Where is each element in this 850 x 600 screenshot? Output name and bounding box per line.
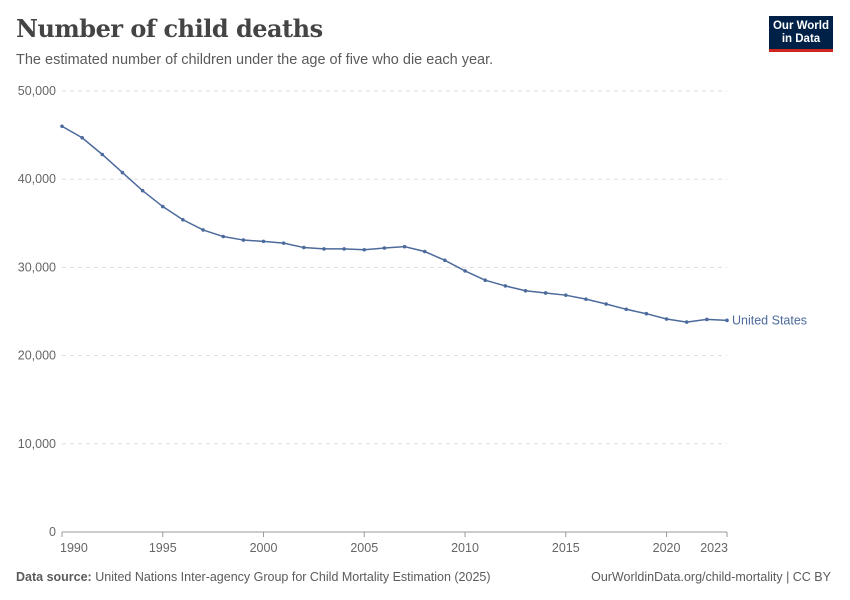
data-point: [604, 302, 608, 306]
data-point: [342, 247, 346, 251]
x-tick-label: 1990: [60, 541, 88, 555]
data-source-text[interactable]: United Nations Inter-agency Group for Ch…: [95, 570, 491, 584]
y-tick-label: 40,000: [18, 172, 56, 186]
y-tick-label: 30,000: [18, 260, 56, 274]
data-point: [382, 246, 387, 250]
data-point: [443, 258, 447, 263]
owid-logo[interactable]: Our World in Data: [769, 16, 833, 52]
data-point: [221, 234, 226, 239]
series-label: United States: [732, 313, 807, 327]
data-point: [624, 307, 629, 312]
data-point: [80, 135, 84, 140]
data-point: [362, 247, 367, 252]
x-tick-label: 2020: [653, 541, 681, 555]
chart-title: Number of child deaths: [16, 14, 323, 43]
data-point: [483, 278, 487, 282]
data-point: [322, 247, 326, 251]
data-point: [684, 320, 689, 324]
x-tick-label: 2015: [552, 541, 580, 555]
data-source-label: Data source:: [16, 570, 92, 584]
data-point: [644, 311, 649, 316]
data-point: [422, 249, 427, 254]
data-point: [302, 245, 306, 250]
data-point: [725, 318, 729, 323]
data-source: Data source: United Nations Inter-agency…: [16, 570, 491, 584]
y-tick-label: 10,000: [18, 437, 56, 451]
x-tick-label: 2023: [700, 541, 728, 555]
data-point: [241, 238, 246, 242]
data-point: [281, 241, 286, 245]
y-tick-label: 20,000: [18, 349, 56, 363]
data-point: [160, 204, 165, 209]
data-point: [60, 124, 64, 129]
series-line: [61, 125, 728, 323]
line-chart: 0 10,000 20,000 30,000 40,000 50,000 1990 1995 2…: [18, 84, 807, 555]
y-tick-label: 50,000: [18, 84, 56, 98]
data-point: [402, 244, 407, 249]
data-point: [181, 217, 185, 222]
data-point: [261, 239, 266, 244]
data-point: [584, 297, 588, 301]
source-link[interactable]: OurWorldinData.org/child-mortality | CC …: [591, 570, 831, 584]
data-point: [563, 293, 568, 297]
y-tick-label: 0: [49, 525, 56, 539]
x-tick-label: 2010: [451, 541, 479, 555]
data-point: [543, 291, 548, 295]
data-point: [463, 269, 467, 273]
x-tick-label: 2000: [250, 541, 278, 555]
data-point: [140, 188, 145, 193]
x-tick-label: 1995: [149, 541, 177, 555]
chart-subtitle: The estimated number of children under t…: [16, 52, 494, 68]
data-point: [705, 317, 709, 322]
data-point: [100, 152, 105, 157]
data-point: [664, 317, 669, 321]
data-point: [201, 228, 205, 232]
data-point: [120, 170, 125, 175]
data-point: [523, 288, 528, 293]
data-point: [503, 284, 508, 288]
x-tick-label: 2005: [350, 541, 378, 555]
